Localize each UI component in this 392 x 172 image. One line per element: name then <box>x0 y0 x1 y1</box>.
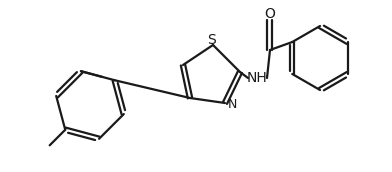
Text: O: O <box>265 7 276 21</box>
Text: S: S <box>208 33 216 47</box>
Text: NH: NH <box>247 71 267 85</box>
Text: N: N <box>227 98 237 110</box>
